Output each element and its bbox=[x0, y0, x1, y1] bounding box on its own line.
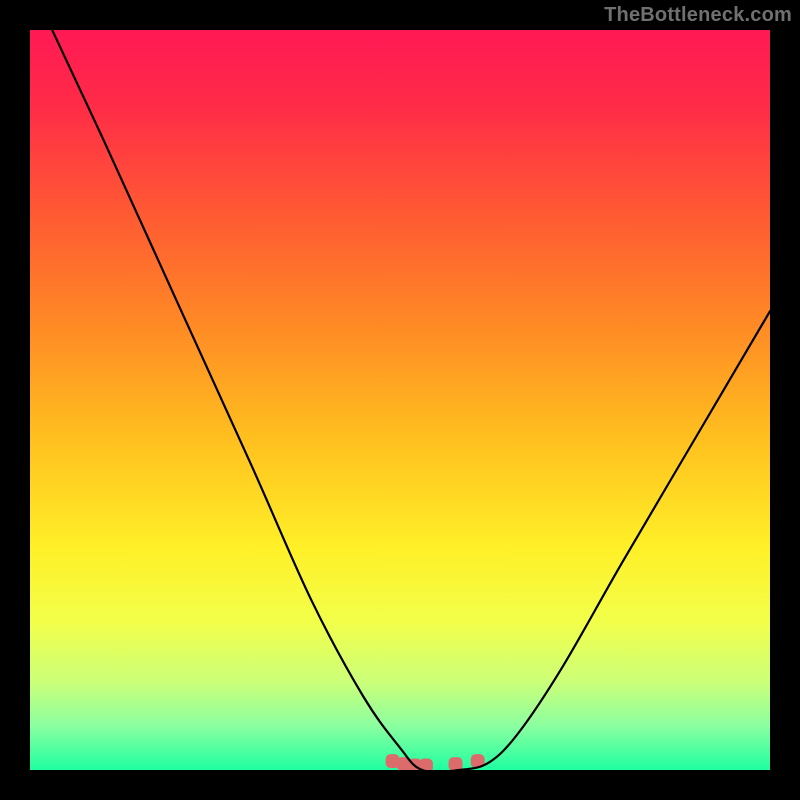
chart-container: TheBottleneck.com bbox=[0, 0, 800, 800]
gradient-background bbox=[30, 30, 770, 770]
bottleneck-chart-svg bbox=[30, 30, 770, 770]
marker-point bbox=[419, 759, 433, 770]
marker-point bbox=[449, 757, 463, 770]
plot-area bbox=[30, 30, 770, 770]
watermark-text: TheBottleneck.com bbox=[604, 4, 792, 27]
